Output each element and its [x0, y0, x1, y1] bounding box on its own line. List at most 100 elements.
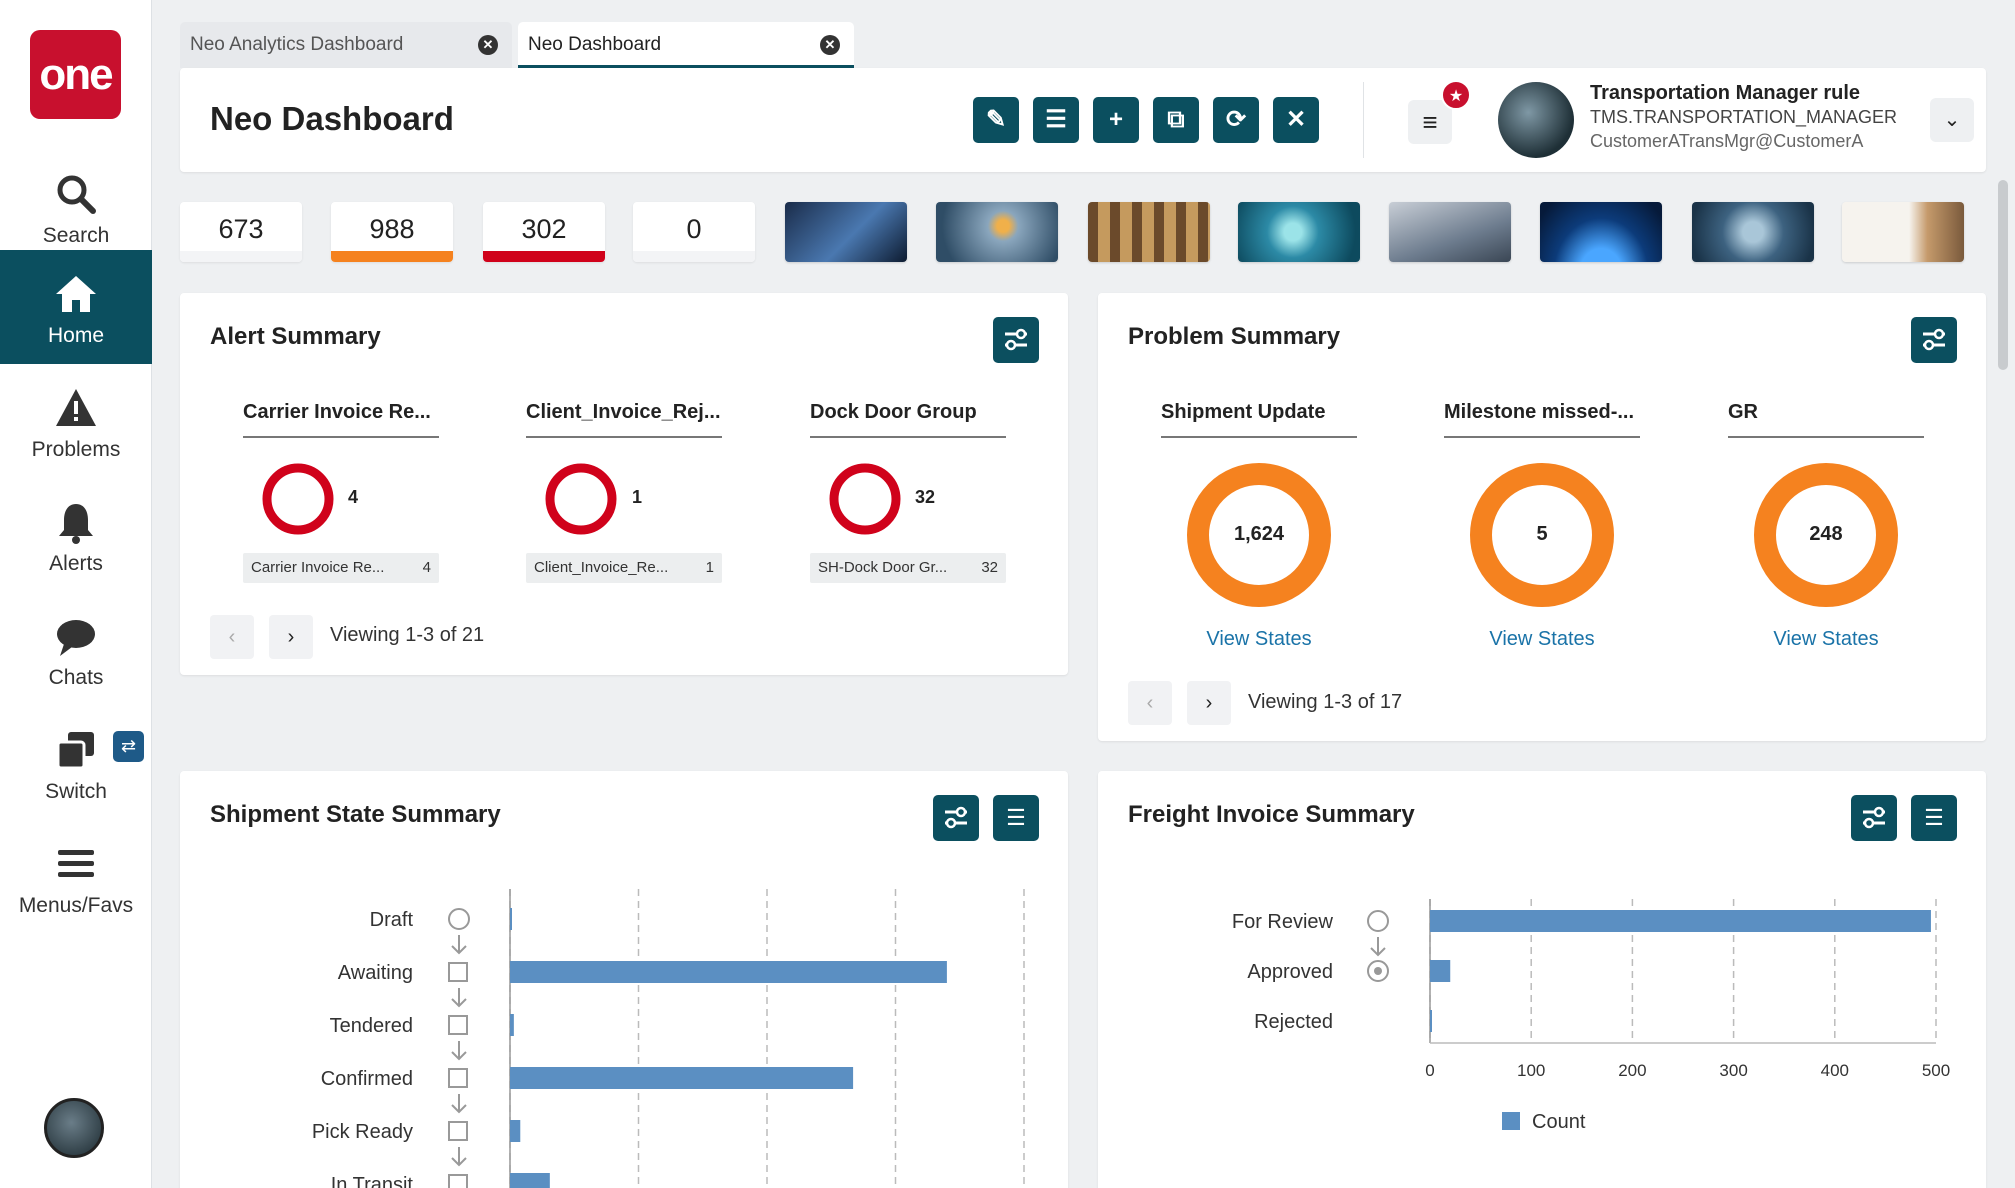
- menu-button[interactable]: ≡: [1408, 100, 1452, 144]
- alert-ring-chart[interactable]: [827, 461, 903, 537]
- profile-image-tile[interactable]: [1842, 202, 1964, 262]
- kpi-tile[interactable]: 988: [331, 202, 453, 262]
- sidebar-item-switch[interactable]: Switch: [0, 706, 152, 820]
- state-checkbox-icon: [448, 1068, 468, 1088]
- legend-label: Count: [1532, 1111, 1586, 1133]
- filter-button[interactable]: [933, 795, 979, 841]
- state-checkbox-icon: [448, 962, 468, 982]
- globe-image-tile[interactable]: [1238, 202, 1360, 262]
- donut-value: 248: [1809, 523, 1843, 545]
- home-icon: [56, 276, 96, 312]
- kpi-tile[interactable]: 673: [180, 202, 302, 262]
- sidebar-item-menus-favs[interactable]: Menus/Favs: [0, 820, 152, 934]
- view-states-link[interactable]: View States: [1773, 628, 1879, 650]
- sidebar-item-alerts[interactable]: Alerts: [0, 478, 152, 592]
- list-view-button[interactable]: ☰: [1911, 795, 1957, 841]
- kpi-tile[interactable]: 302: [483, 202, 605, 262]
- tab-neo-dashboard[interactable]: Neo Dashboard ✕: [518, 22, 854, 68]
- kpi-tile[interactable]: 0: [633, 202, 755, 262]
- alert-count: 4: [348, 487, 359, 507]
- tab-neo-analytics-dashboard[interactable]: Neo Analytics Dashboard ✕: [180, 22, 512, 68]
- kpi-bar: [483, 251, 605, 262]
- kpi-bar: [180, 251, 302, 262]
- edit-button[interactable]: ✎: [973, 97, 1019, 143]
- prev-page-button[interactable]: ‹: [210, 615, 254, 659]
- list-button[interactable]: ☰: [1033, 97, 1079, 143]
- filter-button[interactable]: [993, 317, 1039, 363]
- alert-ring-chart[interactable]: [260, 461, 336, 537]
- sidebar-item-problems[interactable]: Problems: [0, 364, 152, 478]
- add-button[interactable]: +: [1093, 97, 1139, 143]
- x-tick-label: 300: [1719, 1061, 1747, 1080]
- state-checkbox-icon: [448, 1015, 468, 1035]
- user-avatar[interactable]: [1498, 82, 1574, 158]
- one-logo[interactable]: one: [30, 30, 121, 119]
- x-tick-label: 500: [1922, 1061, 1950, 1080]
- donut-value: 5: [1536, 523, 1548, 545]
- sidebar-item-search[interactable]: Search: [0, 150, 152, 264]
- donut-value: 1,624: [1233, 523, 1285, 545]
- sidebar-item-home[interactable]: Home: [0, 250, 152, 364]
- filter-button[interactable]: [1911, 317, 1957, 363]
- sidebar-item-label: Alerts: [49, 552, 103, 575]
- alert-legend-item[interactable]: Carrier Invoice Re... 4: [243, 553, 439, 583]
- sidebar-item-label: Search: [42, 224, 110, 247]
- switch-icon: [56, 732, 94, 770]
- shipment-state-chart: Draft Awaiting Tendered Confirmed Pick Ready…: [312, 889, 1025, 1188]
- pencil-icon: ✎: [985, 106, 1007, 133]
- alert-legend-item[interactable]: SH-Dock Door Gr... 32: [810, 553, 1006, 583]
- alert-ring-chart[interactable]: [543, 461, 619, 537]
- switch-badge-icon[interactable]: ⇄: [113, 731, 144, 762]
- list-icon: ☰: [1045, 106, 1067, 133]
- next-page-button[interactable]: ›: [1187, 681, 1231, 725]
- close-button[interactable]: ✕: [1273, 97, 1319, 143]
- sidebar-item-label: Chats: [48, 666, 104, 689]
- category-label: Awaiting: [338, 962, 413, 984]
- warehouse-image-tile[interactable]: [1088, 202, 1210, 262]
- problem-donut-chart[interactable]: [1469, 462, 1615, 608]
- favorite-star-icon[interactable]: ★: [1441, 80, 1471, 110]
- state-circle-icon: [1367, 910, 1389, 932]
- user-menu-dropdown[interactable]: ⌄: [1930, 98, 1974, 142]
- sliders-icon: [1923, 328, 1945, 351]
- category-label: Tendered: [330, 1015, 413, 1037]
- category-label: Draft: [370, 909, 414, 931]
- view-states-link[interactable]: View States: [1489, 628, 1595, 650]
- user-role: TMS.TRANSPORTATION_MANAGER: [1590, 107, 1898, 127]
- copy-button[interactable]: ⧉: [1153, 97, 1199, 143]
- network-icons-image-tile[interactable]: [936, 202, 1058, 262]
- list-icon: ☰: [1924, 805, 1944, 830]
- problem-donut-chart[interactable]: [1186, 462, 1332, 608]
- down-arrow-icon: [1370, 937, 1386, 957]
- user-email: CustomerATransMgr@CustomerA: [1590, 131, 1864, 151]
- refresh-button[interactable]: ⟳: [1213, 97, 1259, 143]
- view-states-link[interactable]: View States: [1206, 628, 1312, 650]
- page-scrollbar[interactable]: [1998, 180, 2008, 370]
- filter-button[interactable]: [1851, 795, 1897, 841]
- list-view-button[interactable]: ☰: [993, 795, 1039, 841]
- card-title: Freight Invoice Summary: [1128, 801, 1415, 828]
- warning-icon: [56, 389, 96, 426]
- world-map-image-tile[interactable]: [1540, 202, 1662, 262]
- bar: [510, 1173, 550, 1188]
- pager-status: Viewing 1-3 of 21: [330, 624, 485, 646]
- search-icon: [57, 175, 96, 214]
- state-checkbox-icon: [448, 1121, 468, 1141]
- alert-column-header: Dock Door Group: [810, 401, 1006, 438]
- close-tab-icon[interactable]: ✕: [478, 35, 498, 55]
- card-title: Problem Summary: [1128, 323, 1341, 350]
- problem-donut-chart[interactable]: [1753, 462, 1899, 608]
- alert-legend-item[interactable]: Client_Invoice_Re... 1: [526, 553, 722, 583]
- tunnel-image-tile[interactable]: [785, 202, 907, 262]
- close-tab-icon[interactable]: ✕: [820, 35, 840, 55]
- category-label: Pick Ready: [312, 1121, 413, 1143]
- user-avatar[interactable]: [44, 1098, 104, 1158]
- state-circle-icon: [448, 908, 470, 930]
- circle-tech-image-tile[interactable]: [1692, 202, 1814, 262]
- next-page-button[interactable]: ›: [269, 615, 313, 659]
- prev-page-button[interactable]: ‹: [1128, 681, 1172, 725]
- kpi-value: 673: [218, 214, 264, 244]
- sidebar-item-chats[interactable]: Chats: [0, 592, 152, 706]
- laptop-lock-image-tile[interactable]: [1389, 202, 1511, 262]
- divider: [1363, 82, 1364, 158]
